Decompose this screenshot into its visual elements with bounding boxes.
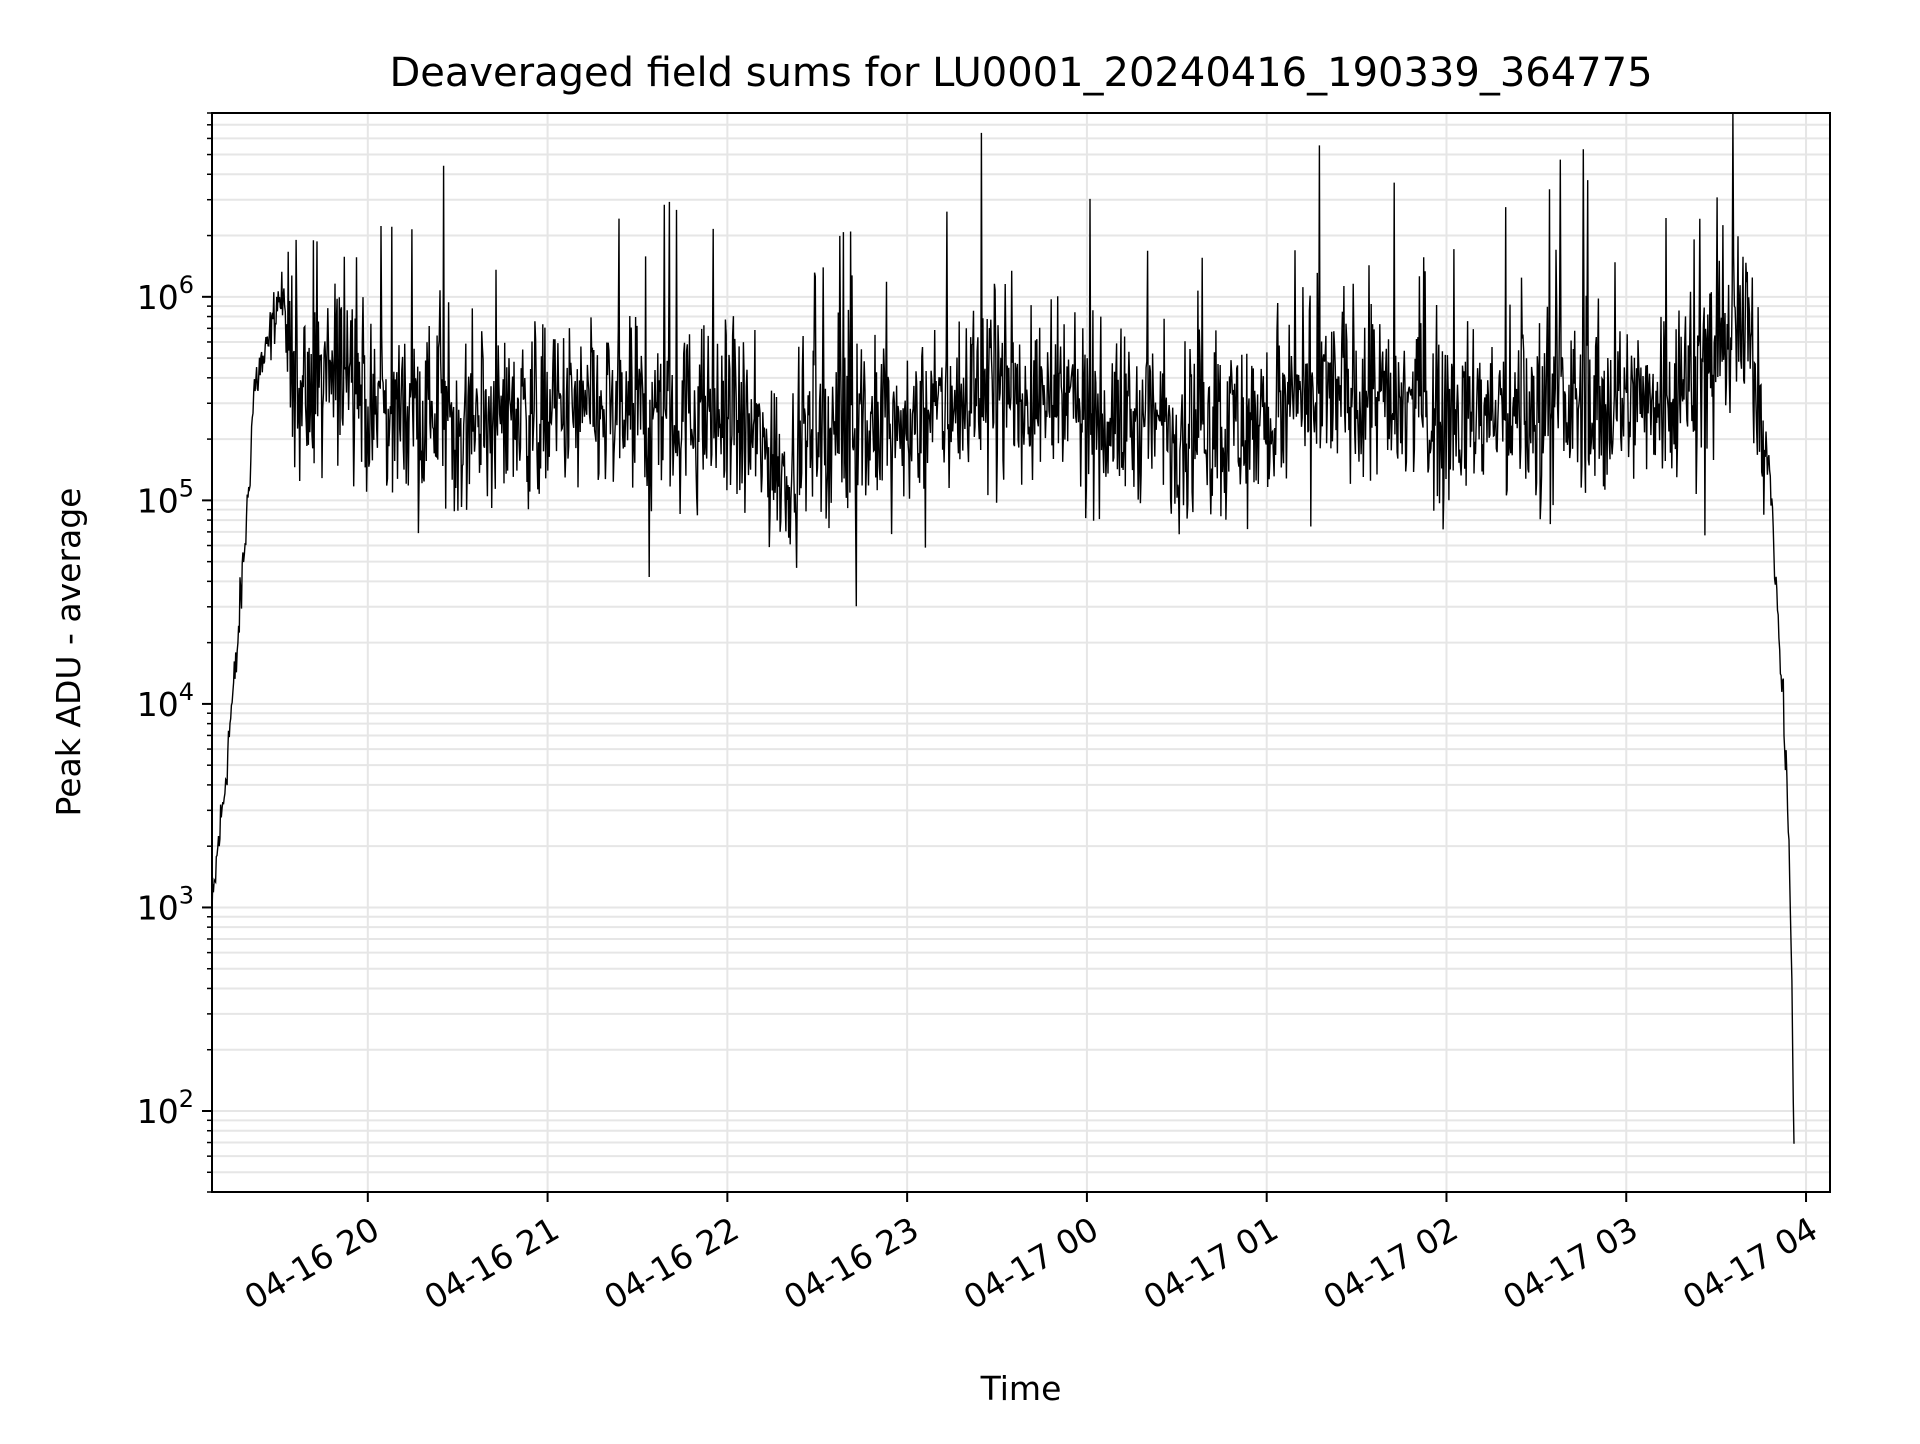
y-tick-label: 106 (137, 271, 194, 317)
y-tick-label-exponent: 6 (179, 271, 194, 299)
y-tick-label-exponent: 2 (179, 1085, 194, 1113)
x-tick-label: 04-17 01 (1137, 1209, 1285, 1317)
series-line (211, 112, 1795, 1144)
major-grid (212, 113, 1830, 1192)
y-tick-label-base: 10 (137, 1092, 179, 1131)
y-tick-label-base: 10 (137, 481, 179, 520)
y-tick-label: 102 (137, 1085, 194, 1131)
y-tick-label-base: 10 (137, 278, 179, 317)
y-tick-label: 104 (137, 678, 194, 724)
y-tick-label: 105 (137, 474, 194, 520)
x-tick-label: 04-17 02 (1316, 1209, 1464, 1317)
x-tick-label: 04-17 00 (957, 1209, 1105, 1317)
x-tick-label: 04-16 20 (238, 1209, 386, 1317)
x-tick-label: 04-16 21 (418, 1209, 566, 1317)
x-axis: 04-16 20 04-16 21 04-16 22 04-16 23 04-17 00… (238, 1192, 1824, 1317)
y-tick-label-exponent: 4 (179, 678, 194, 706)
x-axis-label: Time (980, 1369, 1062, 1408)
y-tick-label: 103 (137, 881, 194, 927)
x-tick-label: 04-16 23 (777, 1209, 925, 1317)
y-tick-label-exponent: 5 (179, 474, 194, 502)
x-tick-label: 04-16 22 (597, 1209, 745, 1317)
x-tick-label: 04-17 04 (1676, 1209, 1824, 1317)
plot-frame (211, 112, 1831, 1193)
chart-title: Deaveraged field sums for LU0001_2024041… (389, 50, 1652, 96)
y-tick-label-base: 10 (137, 685, 179, 724)
x-tick-label: 04-17 03 (1496, 1209, 1644, 1317)
y-tick-label-exponent: 3 (179, 881, 194, 909)
series-layer (211, 112, 1795, 1144)
y-axis-label: Peak ADU - average (49, 488, 88, 817)
y-tick-label-base: 10 (137, 888, 179, 927)
